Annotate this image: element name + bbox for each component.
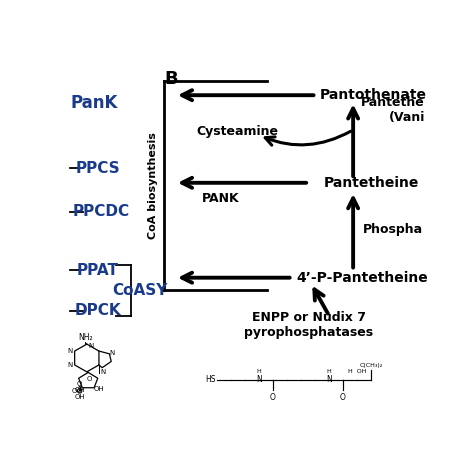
Text: 4’-P-Pantetheine: 4’-P-Pantetheine xyxy=(296,271,428,285)
Text: N: N xyxy=(110,350,115,356)
Text: N: N xyxy=(68,348,73,354)
Text: NH₂: NH₂ xyxy=(78,333,93,342)
Text: OH: OH xyxy=(74,394,85,401)
Text: Cysteamine: Cysteamine xyxy=(196,125,278,138)
Text: H: H xyxy=(257,369,262,374)
Text: O: O xyxy=(77,382,82,387)
Text: PPCDC: PPCDC xyxy=(73,204,130,219)
Text: PPCS: PPCS xyxy=(75,161,120,176)
Text: ENPP or Nudix 7
pyrophosphatases: ENPP or Nudix 7 pyrophosphatases xyxy=(245,311,374,339)
Text: C(CH₃)₂: C(CH₃)₂ xyxy=(359,363,383,368)
Text: Phospha: Phospha xyxy=(363,223,423,236)
Text: HS: HS xyxy=(205,375,215,384)
Text: N: N xyxy=(326,375,332,384)
Text: OH: OH xyxy=(75,387,85,393)
Text: N: N xyxy=(256,375,262,384)
Text: PanK: PanK xyxy=(71,93,118,111)
Text: O: O xyxy=(340,393,346,402)
Text: H  OH: H OH xyxy=(347,369,366,374)
Text: DPCK: DPCK xyxy=(74,303,121,318)
Text: N: N xyxy=(88,343,93,349)
Text: OH: OH xyxy=(93,386,104,392)
Text: Pantethe
(Vani: Pantethe (Vani xyxy=(361,96,425,124)
Text: N: N xyxy=(68,362,73,368)
Text: PANK: PANK xyxy=(202,192,240,205)
Text: CoA biosynthesis: CoA biosynthesis xyxy=(148,132,158,239)
Text: O: O xyxy=(72,388,77,394)
Text: N: N xyxy=(100,369,106,375)
Text: CoASY: CoASY xyxy=(112,283,168,298)
Text: Pantetheine: Pantetheine xyxy=(324,176,419,190)
Text: O: O xyxy=(87,376,92,382)
Text: H: H xyxy=(327,369,331,374)
Text: B: B xyxy=(164,70,178,88)
Text: Pantothenate: Pantothenate xyxy=(320,88,427,102)
Text: P: P xyxy=(77,386,82,395)
Text: O: O xyxy=(270,393,276,402)
Text: PPAT: PPAT xyxy=(77,263,119,278)
